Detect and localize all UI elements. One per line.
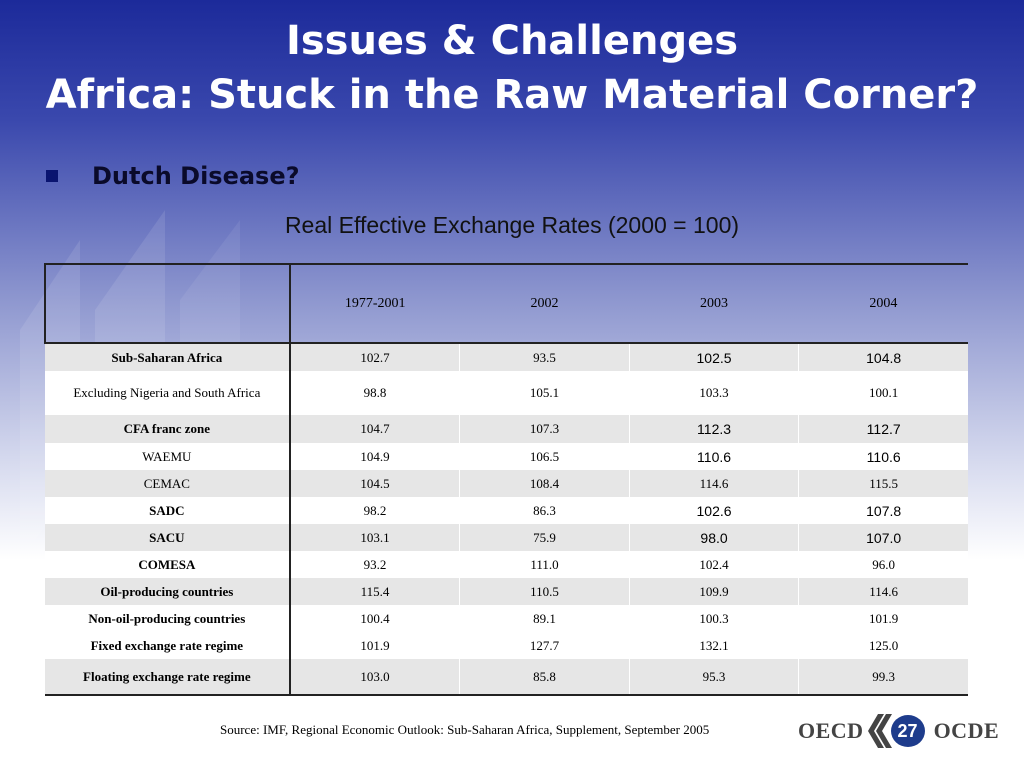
- table-corner-cell: [44, 263, 291, 344]
- logo-text-left: OECD: [798, 718, 864, 743]
- column-header: 1977-2001: [289, 263, 460, 344]
- table-row: CFA franc zone 104.7 107.3 112.3 112.7: [45, 415, 968, 443]
- table-row: CEMAC 104.5 108.4 114.6 115.5: [45, 470, 968, 497]
- row-label: Excluding Nigeria and South Africa: [45, 371, 291, 415]
- table-cell: 115.4: [289, 578, 460, 605]
- table-cell: 104.9: [289, 443, 460, 470]
- oecd-logo: OECD 27 OCDE: [798, 710, 1004, 752]
- table-cell: 102.4: [628, 551, 799, 578]
- table-cell: 101.9: [798, 605, 968, 632]
- table-cell: 104.8: [798, 343, 968, 371]
- row-label: Fixed exchange rate regime: [45, 632, 291, 659]
- row-label: Floating exchange rate regime: [45, 659, 291, 696]
- table-row: Fixed exchange rate regime 101.9 127.7 1…: [45, 632, 968, 659]
- exchange-rate-table: 1977-2001 2002 2003 2004 Sub-Saharan Afr…: [44, 263, 968, 696]
- table-cell: 111.0: [459, 551, 630, 578]
- table-row: Sub-Saharan Africa 102.7 93.5 102.5 104.…: [45, 343, 968, 371]
- table-cell: 98.0: [628, 524, 799, 551]
- table-cell: 104.7: [289, 415, 460, 443]
- table-row: COMESA 93.2 111.0 102.4 96.0: [45, 551, 968, 578]
- table-cell: 98.2: [289, 497, 460, 524]
- table-cell: 100.3: [628, 605, 799, 632]
- table-cell: 102.7: [289, 343, 460, 371]
- slide-title: Issues & Challenges Africa: Stuck in the…: [0, 14, 1024, 122]
- table-cell: 103.0: [289, 659, 460, 696]
- row-label: Oil-producing countries: [45, 578, 291, 605]
- table-row: SACU 103.1 75.9 98.0 107.0: [45, 524, 968, 551]
- table-title: Real Effective Exchange Rates (2000 = 10…: [284, 212, 740, 238]
- column-header: 2003: [629, 263, 799, 344]
- table-cell: 107.3: [459, 415, 630, 443]
- slide-title-line2: Africa: Stuck in the Raw Material Corner…: [45, 72, 979, 118]
- table-row: WAEMU 104.9 106.5 110.6 110.6: [45, 443, 968, 470]
- table-cell: 103.3: [628, 371, 799, 415]
- table-cell: 125.0: [798, 632, 968, 659]
- table-cell: 103.1: [289, 524, 460, 551]
- row-label: SACU: [45, 524, 291, 551]
- table-row: Floating exchange rate regime 103.0 85.8…: [45, 659, 968, 696]
- row-label: WAEMU: [45, 443, 291, 470]
- table-cell: 109.9: [628, 578, 799, 605]
- table-cell: 89.1: [459, 605, 630, 632]
- row-label: Sub-Saharan Africa: [45, 343, 291, 371]
- table-cell: 105.1: [459, 371, 630, 415]
- column-header: 2004: [798, 263, 968, 344]
- table-cell: 100.1: [798, 371, 968, 415]
- row-label: CEMAC: [45, 470, 291, 497]
- table-cell: 75.9: [459, 524, 630, 551]
- table-header-row: 1977-2001 2002 2003 2004: [44, 263, 968, 344]
- table-cell: 110.6: [798, 443, 968, 470]
- bullet-item: Dutch Disease?: [46, 158, 300, 194]
- row-label: COMESA: [45, 551, 291, 578]
- table-cell: 132.1: [628, 632, 799, 659]
- table-cell: 93.5: [459, 343, 630, 371]
- table-cell: 99.3: [798, 659, 968, 696]
- column-header: 2002: [459, 263, 630, 344]
- table-row: Oil-producing countries 115.4 110.5 109.…: [45, 578, 968, 605]
- table-cell: 102.5: [628, 343, 799, 371]
- table-cell: 114.6: [798, 578, 968, 605]
- square-bullet-icon: [46, 170, 58, 182]
- table-cell: 104.5: [289, 470, 460, 497]
- table-cell: 127.7: [459, 632, 630, 659]
- source-note: Source: IMF, Regional Economic Outlook: …: [220, 722, 710, 737]
- table-cell: 85.8: [459, 659, 630, 696]
- table-cell: 106.5: [459, 443, 630, 470]
- table-cell: 107.0: [798, 524, 968, 551]
- table-cell: 112.7: [798, 415, 968, 443]
- table-row: SADC 98.2 86.3 102.6 107.8: [45, 497, 968, 524]
- bullet-text: Dutch Disease?: [92, 162, 300, 190]
- table-cell: 115.5: [798, 470, 968, 497]
- slide-title-line1: Issues & Challenges: [285, 18, 739, 64]
- row-label: SADC: [45, 497, 291, 524]
- table-cell: 93.2: [289, 551, 460, 578]
- table-cell: 112.3: [628, 415, 799, 443]
- oecd-chevron-icon: 27: [864, 710, 934, 752]
- table-cell: 95.3: [628, 659, 799, 696]
- table-row: Excluding Nigeria and South Africa 98.8 …: [45, 371, 968, 415]
- row-label: CFA franc zone: [45, 415, 291, 443]
- table-cell: 102.6: [628, 497, 799, 524]
- table-cell: 108.4: [459, 470, 630, 497]
- page-number: 27: [890, 715, 925, 747]
- table-row: Non-oil-producing countries 100.4 89.1 1…: [45, 605, 968, 632]
- table-cell: 110.6: [628, 443, 799, 470]
- table-cell: 96.0: [798, 551, 968, 578]
- table-cell: 107.8: [798, 497, 968, 524]
- table-cell: 86.3: [459, 497, 630, 524]
- table-cell: 114.6: [628, 470, 799, 497]
- table-cell: 98.8: [289, 371, 460, 415]
- table-cell: 101.9: [289, 632, 460, 659]
- table-cell: 100.4: [289, 605, 460, 632]
- row-label: Non-oil-producing countries: [45, 605, 291, 632]
- table-cell: 110.5: [459, 578, 630, 605]
- logo-text-right: OCDE: [933, 718, 1000, 743]
